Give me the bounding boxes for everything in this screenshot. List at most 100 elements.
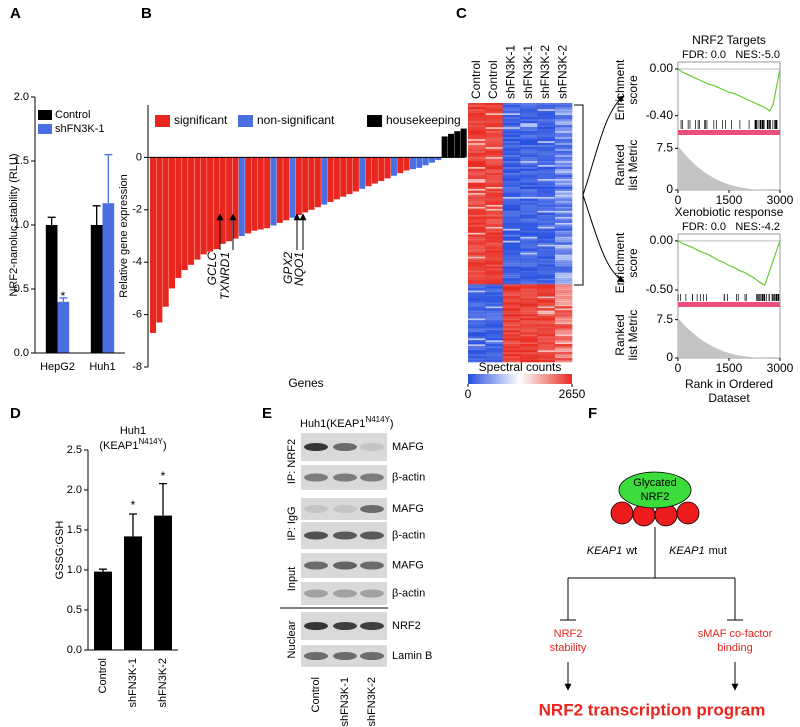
heatmap-cell bbox=[502, 326, 521, 329]
panel-label: A bbox=[10, 5, 21, 22]
heatmap-cell bbox=[537, 152, 555, 156]
axis-title: list Metric bbox=[626, 310, 640, 361]
heatmap-cell bbox=[554, 338, 573, 341]
heatmap-cell bbox=[468, 288, 486, 291]
blot-band bbox=[333, 531, 357, 540]
heatmap-cell bbox=[537, 264, 555, 267]
bar bbox=[397, 157, 404, 174]
bar bbox=[232, 157, 239, 239]
heatmap-cell bbox=[468, 238, 486, 241]
heatmap-cell bbox=[485, 188, 503, 191]
heatmap-cell bbox=[537, 182, 555, 185]
x-tick-label: 0 bbox=[675, 361, 682, 375]
heatmap-cell bbox=[537, 272, 555, 275]
heatmap-cell bbox=[520, 276, 538, 279]
heatmap-cell bbox=[537, 320, 555, 323]
heatmap-cell bbox=[520, 214, 538, 217]
heatmap-cell bbox=[554, 326, 573, 329]
panel-label: F bbox=[588, 405, 597, 422]
heatmap-cell bbox=[485, 170, 503, 174]
legend-swatch bbox=[367, 115, 382, 127]
heatmap-cell bbox=[554, 158, 573, 162]
heatmap-cell bbox=[554, 150, 573, 154]
band-label: Lamin B bbox=[392, 650, 432, 662]
heatmap-cell bbox=[537, 190, 555, 193]
heatmap-cell bbox=[502, 360, 521, 363]
heatmap-cell bbox=[502, 122, 521, 126]
heatmap-cell bbox=[520, 218, 538, 221]
bar bbox=[435, 157, 442, 161]
heatmap-cell bbox=[520, 260, 538, 263]
bar bbox=[213, 157, 220, 250]
heatmap-cell bbox=[468, 114, 486, 118]
heatmap-cell bbox=[485, 234, 503, 237]
blot-band bbox=[333, 443, 357, 451]
heatmap-cell bbox=[554, 148, 573, 152]
heatmap-cell bbox=[520, 258, 538, 261]
heatmap-cell bbox=[554, 194, 573, 197]
blot-band bbox=[360, 443, 384, 451]
heatmap-cell bbox=[537, 188, 555, 191]
heatmap-cell bbox=[554, 280, 573, 283]
bar bbox=[314, 157, 321, 208]
heatmap-cell bbox=[485, 312, 503, 315]
heatmap-cell bbox=[520, 198, 538, 201]
heatmap-cell bbox=[468, 350, 486, 353]
annotation: GPX2 bbox=[281, 252, 295, 284]
heatmap-cell bbox=[502, 256, 521, 259]
heatmap-cell bbox=[520, 103, 538, 106]
bar bbox=[90, 225, 103, 353]
band-label: MAFG bbox=[392, 559, 424, 571]
heatmap-cell bbox=[485, 260, 503, 263]
heatmap-cell bbox=[520, 118, 538, 122]
heatmap-cell bbox=[554, 320, 573, 323]
heatmap-cell bbox=[485, 326, 503, 329]
heatmap-cell bbox=[502, 346, 521, 349]
heatmap-cell bbox=[554, 126, 573, 130]
axis-title: Ranked bbox=[613, 144, 627, 185]
heatmap-cell bbox=[502, 230, 521, 233]
heatmap-cell bbox=[502, 134, 521, 138]
heatmap-cell bbox=[468, 308, 486, 311]
heatmap-cell bbox=[554, 234, 573, 237]
heatmap-cell bbox=[468, 234, 486, 237]
heatmap-cell bbox=[537, 352, 555, 355]
heatmap-cell bbox=[502, 208, 521, 211]
heatmap-cell bbox=[520, 142, 538, 146]
panel-label: D bbox=[10, 405, 21, 422]
heatmap-cell bbox=[468, 230, 486, 233]
heatmap-cell bbox=[537, 202, 555, 205]
bar bbox=[340, 157, 347, 197]
heatmap-cell bbox=[554, 106, 573, 110]
heatmap-cell bbox=[502, 222, 521, 225]
heatmap-cell bbox=[468, 252, 486, 255]
y2-tick-label: 0 bbox=[666, 182, 673, 196]
heatmap-cell bbox=[485, 214, 503, 217]
heatmap-cell bbox=[502, 132, 521, 136]
heatmap-cell bbox=[485, 296, 503, 299]
heatmap-cell bbox=[485, 154, 503, 158]
heatmap-cell bbox=[468, 210, 486, 213]
heatmap-cell bbox=[554, 288, 573, 291]
heatmap-cell bbox=[520, 134, 538, 138]
heatmap-cell bbox=[537, 194, 555, 197]
heatmap-cell bbox=[502, 316, 521, 319]
heatmap-cell bbox=[520, 356, 538, 359]
heatmap-cell bbox=[520, 332, 538, 335]
heatmap-cell bbox=[554, 248, 573, 251]
heatmap-cell bbox=[537, 224, 555, 227]
heatmap-cell bbox=[520, 216, 538, 219]
heatmap-cell bbox=[554, 224, 573, 227]
y-tick-label: 1.5 bbox=[67, 524, 82, 536]
heatmap-cell bbox=[537, 246, 555, 249]
bar bbox=[270, 157, 277, 226]
heatmap-cell bbox=[554, 174, 573, 178]
heatmap-cell bbox=[502, 202, 521, 205]
heatmap-cell bbox=[468, 360, 486, 363]
outcome: binding bbox=[717, 642, 752, 654]
heatmap-cell bbox=[485, 142, 503, 146]
heatmap-cell bbox=[554, 300, 573, 303]
heatmap-cell bbox=[537, 260, 555, 263]
node-label: Glycated bbox=[633, 477, 676, 489]
